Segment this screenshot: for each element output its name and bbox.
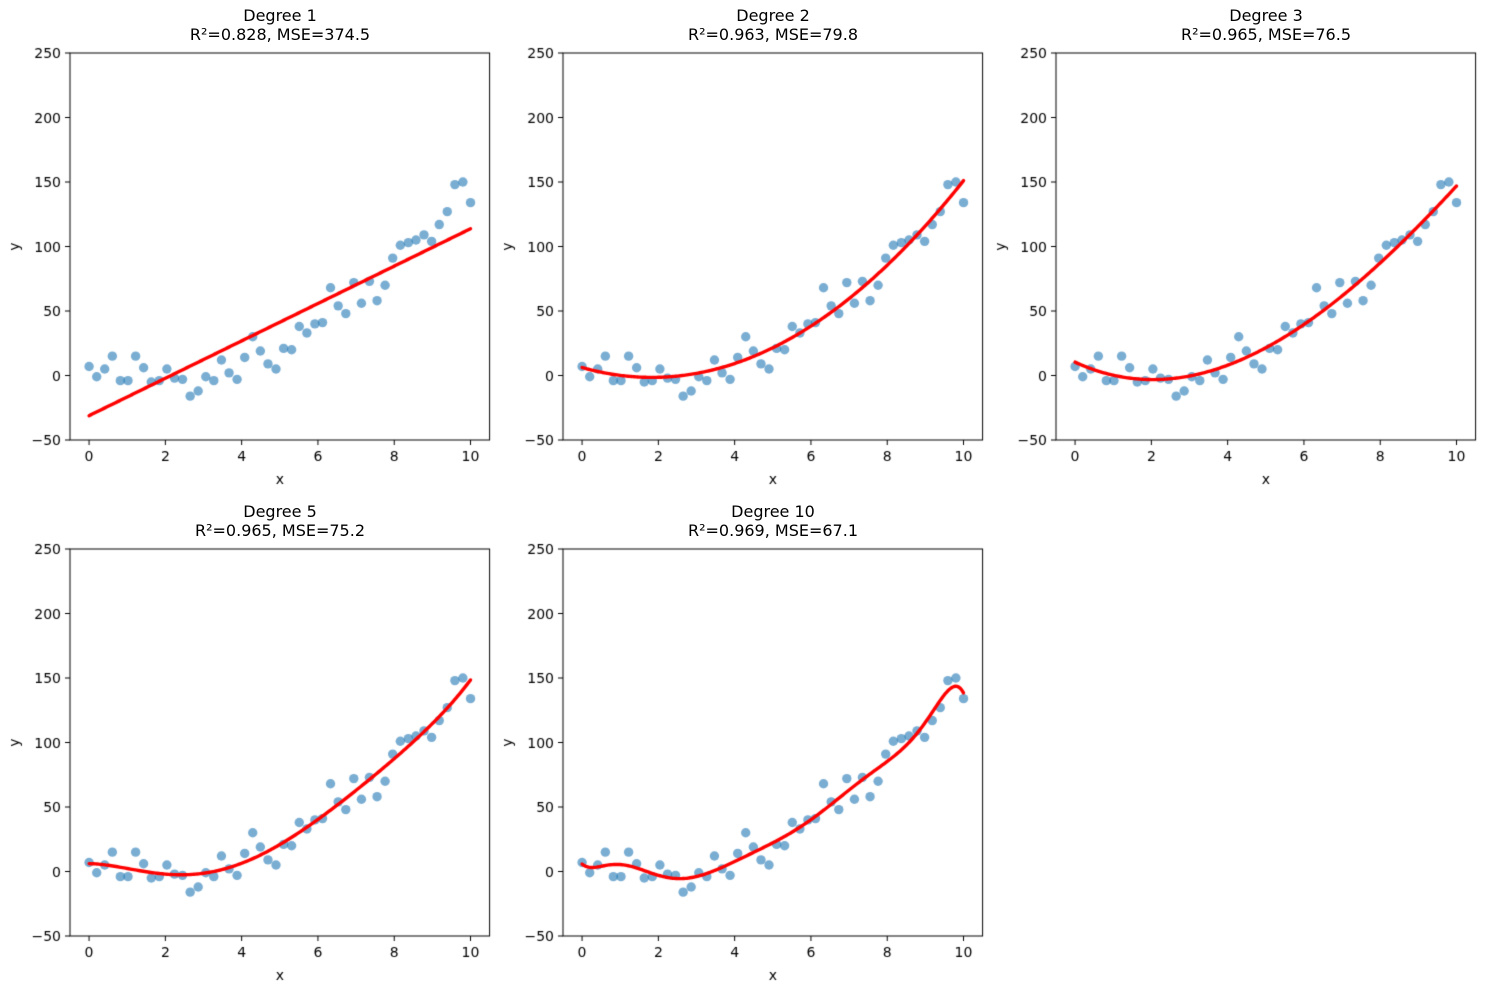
- plot-canvas-degree-2: [498, 42, 996, 492]
- subplot-subtitle: R²=0.965, MSE=75.2: [194, 521, 365, 540]
- subplot-title-block: Degree 1 R²=0.828, MSE=374.5: [70, 6, 490, 44]
- plot-canvas-degree-3: [991, 42, 1489, 492]
- subplot-title: Degree 3: [1229, 6, 1303, 25]
- subplot-degree-10: Degree 10 R²=0.969, MSE=67.1: [498, 496, 996, 988]
- subplot-degree-2: Degree 2 R²=0.963, MSE=79.8: [498, 0, 996, 492]
- subplot-title: Degree 2: [736, 6, 810, 25]
- subplot-title-block: Degree 5 R²=0.965, MSE=75.2: [70, 502, 490, 540]
- subplot-title-block: Degree 2 R²=0.963, MSE=79.8: [563, 6, 983, 44]
- plot-canvas-degree-5: [5, 538, 503, 988]
- subplot-title: Degree 1: [243, 6, 317, 25]
- plot-canvas-degree-10: [498, 538, 996, 988]
- subplot-degree-5: Degree 5 R²=0.965, MSE=75.2: [5, 496, 503, 988]
- subplot-subtitle: R²=0.969, MSE=67.1: [687, 521, 858, 540]
- subplot-degree-1: Degree 1 R²=0.828, MSE=374.5: [5, 0, 503, 492]
- subplot-title-block: Degree 10 R²=0.969, MSE=67.1: [563, 502, 983, 540]
- plot-canvas-degree-1: [5, 42, 503, 492]
- subplot-subtitle: R²=0.965, MSE=76.5: [1180, 25, 1351, 44]
- subplot-title: Degree 5: [243, 502, 317, 521]
- subplot-title-block: Degree 3 R²=0.965, MSE=76.5: [1056, 6, 1476, 44]
- subplot-subtitle: R²=0.828, MSE=374.5: [189, 25, 371, 44]
- subplot-degree-3: Degree 3 R²=0.965, MSE=76.5: [991, 0, 1489, 492]
- subplot-subtitle: R²=0.963, MSE=79.8: [687, 25, 858, 44]
- subplot-title: Degree 10: [731, 502, 815, 521]
